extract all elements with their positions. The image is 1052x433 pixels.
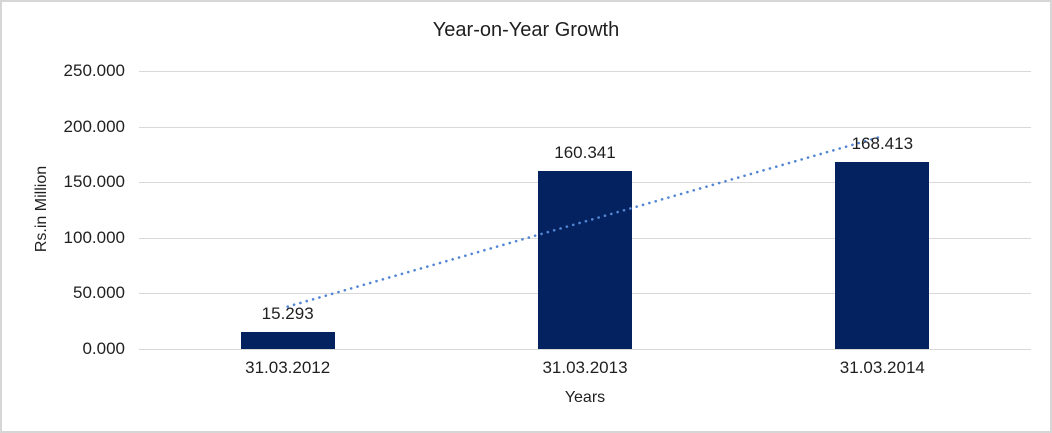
x-tick-label: 31.03.2012 <box>245 358 331 377</box>
gridline <box>139 349 1031 350</box>
x-tick-label: 31.03.2013 <box>542 358 628 377</box>
y-tick-label: 200.000 <box>63 116 125 136</box>
y-tick-label: 100.000 <box>63 227 125 247</box>
y-tick-label: 0.000 <box>82 339 125 358</box>
gridline <box>139 71 1031 72</box>
y-tick-label: 250.000 <box>63 61 125 80</box>
bar-value-label: 15.293 <box>261 303 314 323</box>
x-axis-title: Years <box>564 389 606 406</box>
bar <box>240 331 335 349</box>
bar <box>538 170 632 349</box>
y-tick-label: 150.000 <box>63 172 125 192</box>
y-tick-label: 50.000 <box>73 283 125 303</box>
bar <box>835 161 930 349</box>
bar-value-label: 168.413 <box>851 133 914 153</box>
bar-value-label: 160.341 <box>554 142 616 162</box>
gridline <box>139 126 1031 128</box>
chart-title: Year-on-Year Growth <box>432 19 620 41</box>
x-tick-label: 31.03.2014 <box>839 358 925 377</box>
